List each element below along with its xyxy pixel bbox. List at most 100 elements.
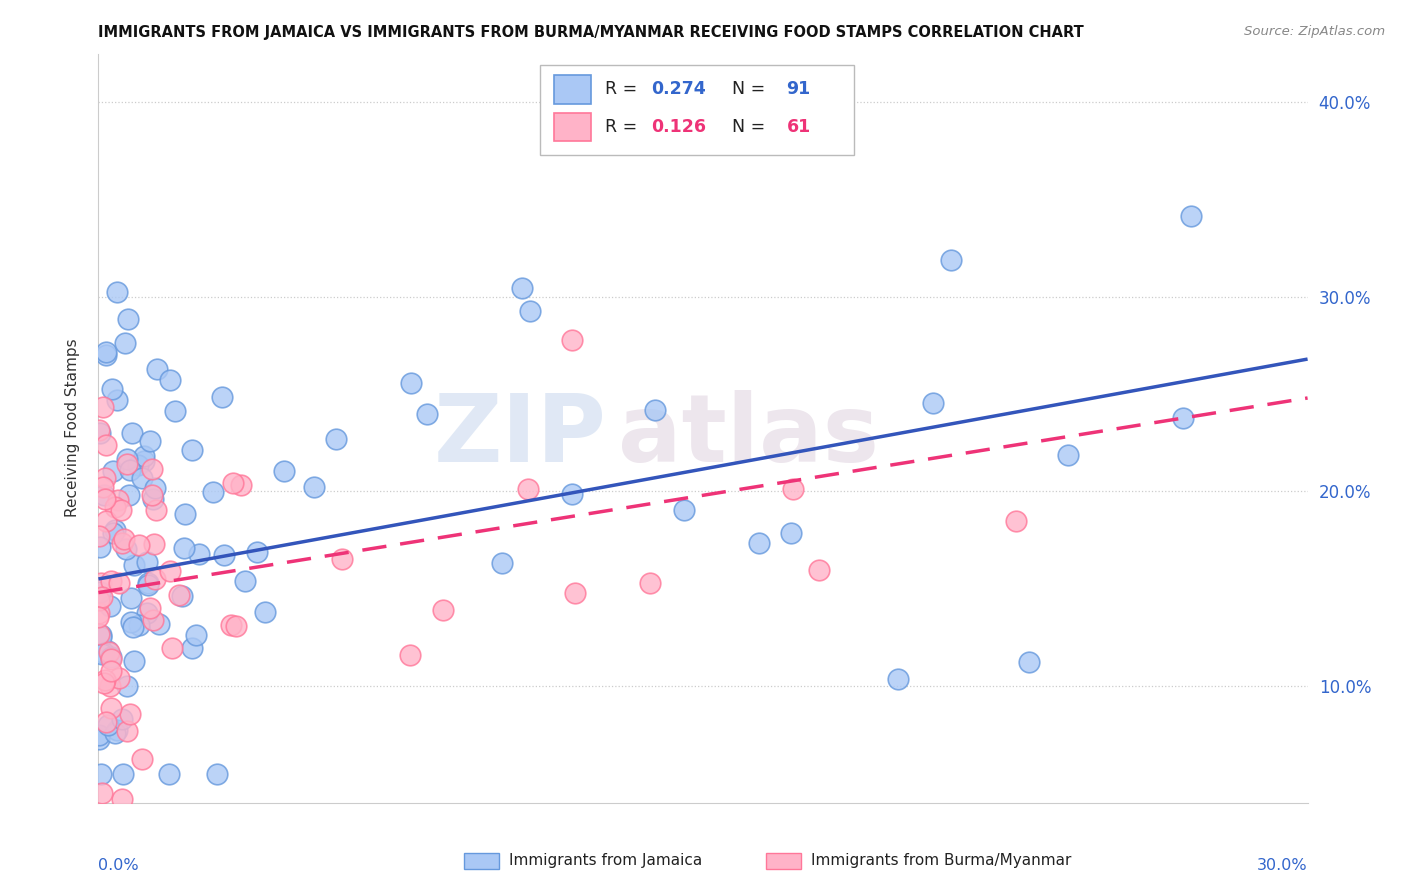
Immigrants from Jamaica <box>148 617 170 632</box>
Immigrants from Burma/Myanmar <box>87 592 110 607</box>
Immigrants from Jamaica <box>127 458 149 472</box>
Immigrants from Burma/Myanmar <box>90 786 112 800</box>
Immigrants from Jamaica <box>90 630 112 644</box>
Text: IMMIGRANTS FROM JAMAICA VS IMMIGRANTS FROM BURMA/MYANMAR RECEIVING FOOD STAMPS C: IMMIGRANTS FROM JAMAICA VS IMMIGRANTS FR… <box>98 25 1084 40</box>
Immigrants from Jamaica <box>122 558 145 573</box>
Immigrants from Jamaica <box>233 574 256 589</box>
Immigrants from Burma/Myanmar <box>225 619 247 633</box>
Immigrants from Jamaica <box>100 650 122 665</box>
Immigrants from Burma/Myanmar <box>517 483 540 497</box>
FancyBboxPatch shape <box>554 112 591 141</box>
Immigrants from Jamaica <box>94 348 117 362</box>
Immigrants from Jamaica <box>644 403 666 417</box>
Text: 61: 61 <box>786 118 811 136</box>
Immigrants from Jamaica <box>136 578 159 592</box>
Immigrants from Burma/Myanmar <box>638 576 661 591</box>
Immigrants from Jamaica <box>170 590 193 604</box>
Immigrants from Jamaica <box>921 395 943 409</box>
Text: Source: ZipAtlas.com: Source: ZipAtlas.com <box>1244 25 1385 38</box>
Immigrants from Burma/Myanmar <box>94 492 117 507</box>
Immigrants from Burma/Myanmar <box>399 648 422 662</box>
Immigrants from Burma/Myanmar <box>141 462 163 476</box>
Immigrants from Burma/Myanmar <box>160 641 183 656</box>
Immigrants from Burma/Myanmar <box>111 792 134 806</box>
Immigrants from Burma/Myanmar <box>90 590 112 604</box>
Immigrants from Burma/Myanmar <box>87 423 110 437</box>
Immigrants from Jamaica <box>134 454 156 468</box>
Immigrants from Jamaica <box>1018 655 1040 669</box>
Immigrants from Burma/Myanmar <box>564 586 586 600</box>
Immigrants from Jamaica <box>93 646 115 660</box>
Immigrants from Jamaica <box>97 644 120 658</box>
Immigrants from Burma/Myanmar <box>94 673 117 687</box>
Immigrants from Jamaica <box>111 766 134 780</box>
Immigrants from Burma/Myanmar <box>90 576 112 591</box>
Immigrants from Jamaica <box>128 617 150 632</box>
Immigrants from Jamaica <box>157 766 180 780</box>
Immigrants from Jamaica <box>491 556 513 570</box>
Immigrants from Burma/Myanmar <box>87 627 110 641</box>
Immigrants from Jamaica <box>122 654 145 668</box>
Immigrants from Jamaica <box>163 403 186 417</box>
Immigrants from Jamaica <box>101 382 124 396</box>
Immigrants from Jamaica <box>416 407 439 421</box>
Text: ZIP: ZIP <box>433 390 606 482</box>
Immigrants from Jamaica <box>519 304 541 318</box>
Immigrants from Jamaica <box>114 336 136 351</box>
Immigrants from Jamaica <box>136 555 159 569</box>
Text: 0.126: 0.126 <box>651 118 706 136</box>
Immigrants from Jamaica <box>399 376 422 390</box>
Text: atlas: atlas <box>619 390 879 482</box>
Immigrants from Jamaica <box>120 615 142 630</box>
Immigrants from Burma/Myanmar <box>330 552 353 566</box>
Text: 0.274: 0.274 <box>651 80 706 98</box>
Immigrants from Jamaica <box>105 393 128 408</box>
Immigrants from Jamaica <box>117 311 139 326</box>
Immigrants from Burma/Myanmar <box>1005 514 1028 528</box>
Immigrants from Jamaica <box>105 285 128 300</box>
Immigrants from Jamaica <box>673 502 696 516</box>
Immigrants from Jamaica <box>93 488 115 502</box>
Immigrants from Burma/Myanmar <box>808 563 831 577</box>
Immigrants from Burma/Myanmar <box>112 532 135 546</box>
Immigrants from Jamaica <box>115 452 138 467</box>
Immigrants from Burma/Myanmar <box>561 333 583 347</box>
Immigrants from Burma/Myanmar <box>104 500 127 515</box>
Immigrants from Jamaica <box>135 606 157 620</box>
Immigrants from Jamaica <box>90 628 112 642</box>
Immigrants from Burma/Myanmar <box>94 715 117 730</box>
Immigrants from Jamaica <box>89 540 111 554</box>
FancyBboxPatch shape <box>540 65 855 154</box>
Immigrants from Jamaica <box>139 434 162 448</box>
Immigrants from Jamaica <box>159 373 181 387</box>
Immigrants from Burma/Myanmar <box>87 607 110 621</box>
Text: R =: R = <box>605 118 643 136</box>
Immigrants from Burma/Myanmar <box>143 537 166 551</box>
Immigrants from Jamaica <box>89 728 111 742</box>
Immigrants from Jamaica <box>121 620 143 634</box>
Immigrants from Jamaica <box>89 731 111 746</box>
FancyBboxPatch shape <box>464 853 499 869</box>
Immigrants from Burma/Myanmar <box>100 700 122 714</box>
Immigrants from Jamaica <box>246 545 269 559</box>
Y-axis label: Receiving Food Stamps: Receiving Food Stamps <box>65 339 80 517</box>
Immigrants from Burma/Myanmar <box>142 613 165 627</box>
Immigrants from Burma/Myanmar <box>145 503 167 517</box>
Immigrants from Jamaica <box>173 508 195 522</box>
Text: 30.0%: 30.0% <box>1257 858 1308 872</box>
Immigrants from Jamaica <box>115 541 138 556</box>
Immigrants from Jamaica <box>180 640 202 655</box>
Immigrants from Burma/Myanmar <box>219 618 242 632</box>
Text: 91: 91 <box>786 80 811 98</box>
Text: R =: R = <box>605 80 643 98</box>
Immigrants from Jamaica <box>134 449 156 463</box>
Immigrants from Burma/Myanmar <box>128 537 150 551</box>
Immigrants from Jamaica <box>97 717 120 731</box>
Immigrants from Burma/Myanmar <box>131 752 153 766</box>
Immigrants from Burma/Myanmar <box>94 514 117 528</box>
Immigrants from Burma/Myanmar <box>167 588 190 602</box>
Immigrants from Jamaica <box>111 712 134 726</box>
Immigrants from Jamaica <box>748 536 770 550</box>
Immigrants from Jamaica <box>121 425 143 440</box>
Immigrants from Jamaica <box>94 344 117 359</box>
